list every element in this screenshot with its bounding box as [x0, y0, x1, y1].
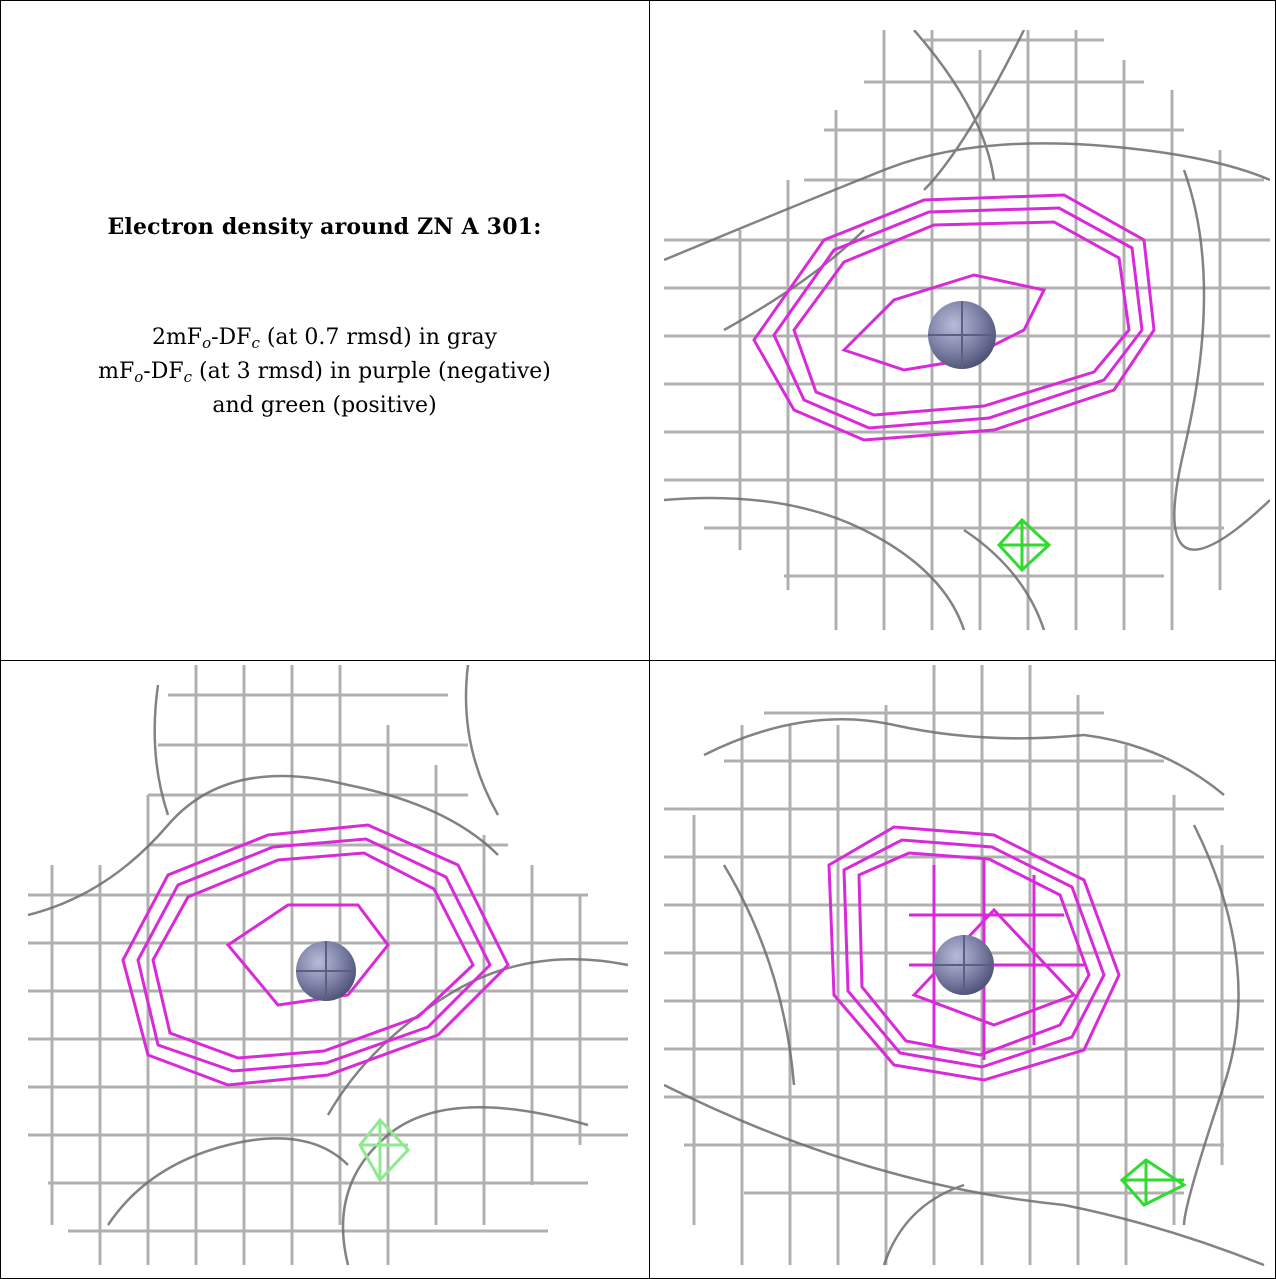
density-view-bottom-left	[28, 665, 642, 1273]
caption-line-2fofc: 2mFo-DFc (at 0.7 rmsd) in gray	[151, 325, 498, 352]
mesh-negative	[752, 193, 1156, 442]
column-divider	[649, 0, 650, 1279]
caption-body: 2mFo-DFc (at 0.7 rmsd) in gray mFo-DFc (…	[0, 321, 649, 423]
positive-peak	[358, 1117, 411, 1183]
mesh-2fofc-curves	[664, 718, 1265, 1267]
zinc-atom	[928, 301, 996, 369]
caption-title: Electron density around ZN A 301:	[107, 214, 542, 240]
mesh-negative	[827, 825, 1121, 1082]
mesh-2fofc-curves	[664, 30, 1270, 631]
positive-peak	[1119, 1158, 1187, 1207]
view-bottom-right-svg	[664, 665, 1265, 1267]
zinc-atom	[296, 941, 356, 1001]
mesh-2fofc-curves	[28, 665, 629, 1266]
caption-line-positive: and green (positive)	[212, 393, 437, 418]
mesh-negative	[121, 823, 510, 1087]
caption-line-fofc: mFo-DFc (at 3 rmsd) in purple (negative)	[98, 359, 551, 386]
row-divider	[0, 660, 1276, 661]
density-view-bottom-right	[664, 665, 1270, 1273]
positive-peak	[996, 517, 1052, 573]
caption-cell: Electron density around ZN A 301: 2mFo-D…	[0, 0, 649, 660]
zinc-atom	[934, 935, 994, 995]
view-bottom-left-svg	[28, 665, 629, 1266]
density-view-top-right	[664, 30, 1270, 636]
view-top-right-svg	[664, 30, 1270, 631]
